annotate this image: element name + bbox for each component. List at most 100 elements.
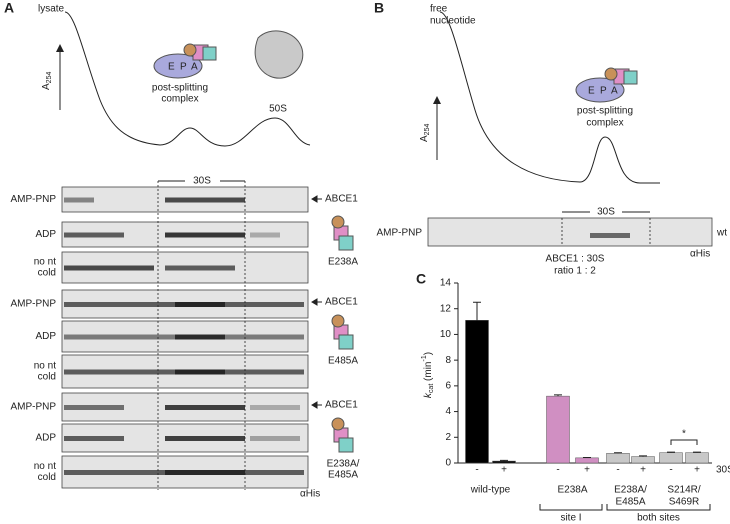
site-label: A [191, 62, 198, 73]
ratio-label: ABCE1 : 30S [546, 254, 605, 265]
blot-band [175, 369, 225, 375]
arrow-head [56, 44, 64, 52]
row-label: cold [38, 372, 56, 383]
blot-band [590, 233, 630, 238]
site-label: P [600, 86, 607, 97]
y-tick-label: 10 [440, 329, 452, 340]
mutant-icon [331, 314, 345, 328]
bracket-label: both sites [637, 513, 680, 524]
y-tick-label: 2 [445, 432, 451, 443]
bar [606, 453, 630, 464]
row-label: no nt [34, 461, 56, 472]
mutant-label: E238A [328, 257, 358, 268]
row-label: ADP [35, 433, 56, 444]
site-label: A [611, 86, 618, 97]
site-label: P [180, 62, 187, 73]
ratio-label: ratio 1 : 2 [554, 266, 596, 277]
y-tick-label: 6 [445, 380, 451, 391]
y-tick-label: 0 [445, 458, 451, 469]
blot-band [175, 302, 225, 307]
bar [492, 460, 516, 464]
row-label: AMP-PNP [10, 194, 56, 205]
y-tick-label: 8 [445, 355, 451, 366]
marker-label: ABCE1 [325, 194, 358, 205]
site-label: E [588, 86, 595, 97]
peak-label: 50S [269, 104, 287, 115]
bar [575, 457, 599, 464]
mutant-label: E238A/ [327, 459, 360, 470]
bar [631, 456, 655, 464]
antibody-label: αHis [690, 249, 710, 260]
axis-label: A254 [419, 124, 431, 142]
marker-label: ABCE1 [325, 400, 358, 411]
blot-band [165, 197, 245, 203]
mutant-icon [338, 235, 354, 251]
panel-letter: A [4, 0, 14, 16]
bar [465, 320, 489, 464]
row-label: ADP [35, 331, 56, 342]
axis-label: A254 [41, 72, 53, 90]
y-tick-label: 14 [440, 278, 452, 289]
row-label: no nt [34, 257, 56, 268]
row-label: cold [38, 268, 56, 279]
row-label: AMP-PNP [10, 299, 56, 310]
y-tick-label: 12 [440, 303, 452, 314]
mutant-icon [331, 417, 345, 431]
group-label: E238A/ [614, 485, 647, 496]
trace [64, 11, 311, 147]
blot-band [250, 232, 280, 238]
ribosome-icon: E P A [153, 43, 217, 79]
marker-arrow [311, 401, 322, 409]
mutant-label: E485A [328, 356, 358, 367]
ribosome-icon: E P A [575, 67, 638, 103]
mutant-icon [338, 334, 354, 350]
annotation: * [682, 429, 686, 440]
subunit-icon [254, 30, 304, 79]
bracket-label: site I [560, 513, 581, 524]
error-bar [614, 452, 622, 454]
row-label: AMP-PNP [376, 228, 422, 239]
mutant-icon [338, 437, 354, 453]
row-label: cold [38, 472, 56, 483]
error-bar [500, 459, 508, 462]
error-bar [473, 301, 481, 321]
error-bar [554, 394, 562, 397]
variant-label: wt [716, 228, 727, 239]
trace [439, 11, 660, 184]
arrow-head [433, 96, 441, 104]
blot-band [175, 334, 225, 340]
blot-band [250, 405, 300, 410]
complex-label: post-splitting [152, 83, 208, 94]
group-label: E485A [615, 497, 645, 508]
row-label: no nt [34, 361, 56, 372]
bar [659, 452, 683, 464]
blot-band [64, 197, 94, 203]
significance-bracket [670, 439, 698, 445]
bracket [539, 504, 603, 511]
site-label: E [168, 62, 175, 73]
x-tick-label: + [694, 465, 700, 476]
group-label: E238A [557, 485, 587, 496]
panel-letter: C [416, 271, 426, 287]
antibody-label: αHis [300, 489, 320, 500]
group-label: wild-type [470, 485, 511, 496]
fraction-label: 30S [193, 176, 211, 187]
blot-band [165, 405, 245, 410]
x-tick-label: - [556, 465, 559, 476]
panel-letter: B [374, 0, 384, 16]
x-tick-label: - [669, 465, 672, 476]
complex-label: complex [161, 94, 198, 105]
blot-band [64, 232, 124, 238]
mutant-label: E485A [328, 470, 358, 481]
blot-band [165, 232, 245, 238]
trace-label: free [430, 4, 448, 15]
blot-strip [427, 217, 713, 247]
x-tick-label: + [584, 465, 590, 476]
mutant-icon [331, 215, 345, 229]
condition-label: 30S [716, 465, 730, 476]
y-tick-label: 4 [445, 406, 451, 417]
bracket [606, 504, 711, 511]
marker-label: ABCE1 [325, 297, 358, 308]
x-tick-label: + [640, 465, 646, 476]
